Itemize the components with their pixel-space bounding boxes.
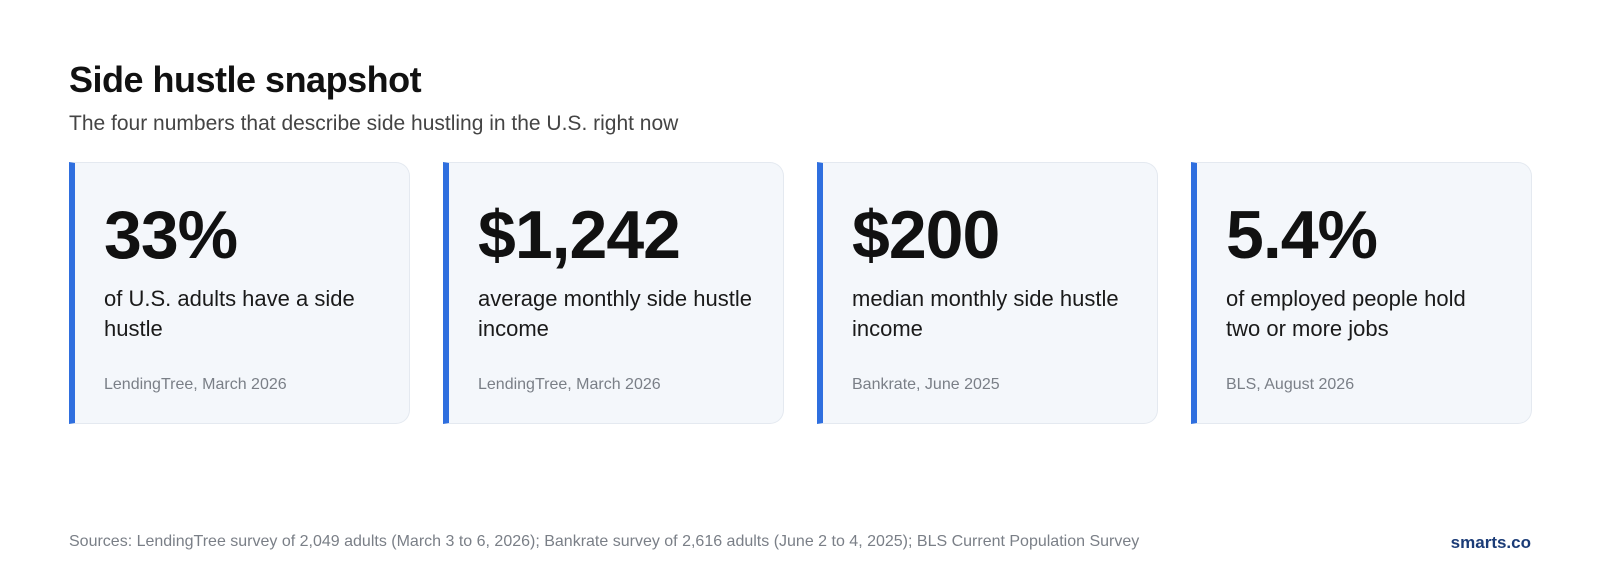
stat-source: LendingTree, March 2026: [478, 376, 661, 393]
stat-value: $200: [852, 197, 1000, 273]
stat-card-median-income: $200 median monthly side hustle income B…: [817, 162, 1158, 424]
stat-description: of U.S. adults have a side hustle: [104, 286, 355, 341]
stat-card-multiple-jobs: 5.4% of employed people hold two or more…: [1191, 162, 1532, 424]
stat-value: $1,242: [478, 197, 681, 273]
page-title: Side hustle snapshot: [69, 59, 422, 100]
stat-value: 5.4%: [1226, 197, 1378, 273]
stat-description: of employed people hold two or more jobs: [1226, 286, 1466, 341]
stat-source: BLS, August 2026: [1226, 376, 1355, 393]
stat-description: average monthly side hustle income: [478, 286, 752, 341]
brand-logo: smarts.co: [1450, 533, 1531, 552]
stat-source: Bankrate, June 2025: [852, 376, 1000, 393]
snapshot-page: Side hustle snapshot The four numbers th…: [69, 0, 1532, 587]
page-subtitle: The four numbers that describe side hust…: [69, 112, 679, 135]
sources-note: Sources: LendingTree survey of 2,049 adu…: [69, 533, 1140, 550]
stat-card-side-hustle-share: 33% of U.S. adults have a side hustle Le…: [69, 162, 410, 424]
stat-card-average-income: $1,242 average monthly side hustle incom…: [443, 162, 784, 424]
stat-source: LendingTree, March 2026: [104, 376, 287, 393]
stat-value: 33%: [104, 197, 238, 273]
stat-description: median monthly side hustle income: [852, 286, 1119, 341]
stat-cards: 33% of U.S. adults have a side hustle Le…: [69, 162, 1532, 424]
